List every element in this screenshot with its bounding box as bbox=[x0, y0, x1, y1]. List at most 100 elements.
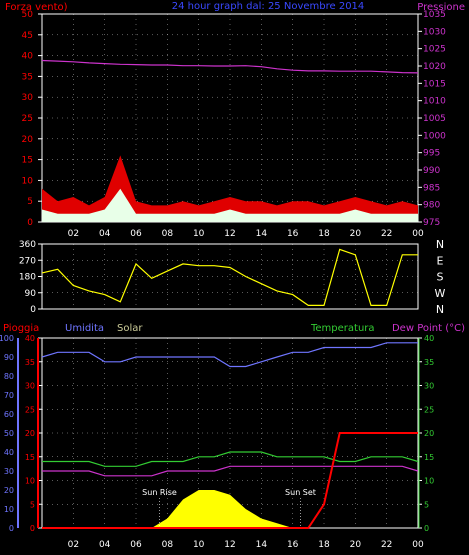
chart3-right-tick-label: 0 bbox=[424, 524, 429, 533]
chart2-compass-label: N bbox=[436, 238, 444, 251]
chart3-right-tick-label: 10 bbox=[424, 477, 434, 486]
chart3-left-tick-label: 80 bbox=[4, 372, 14, 381]
chart2-compass-label: E bbox=[437, 254, 444, 267]
chart3-x-tick-label: 20 bbox=[350, 540, 362, 550]
chart1-x-tick-label: 20 bbox=[350, 229, 362, 239]
chart3-right-tick-label: 25 bbox=[424, 405, 434, 414]
chart1-x-tick-label: 10 bbox=[193, 229, 205, 239]
chart3-x-tick-label: 06 bbox=[130, 540, 142, 550]
chart1-left-tick-label: 20 bbox=[22, 135, 34, 145]
chart2-compass-label: W bbox=[435, 287, 446, 300]
chart3-left-tick-label: 30 bbox=[4, 467, 14, 476]
chart3-marker-label: Sun Rise bbox=[142, 488, 177, 497]
chart3-x-tick-label: 22 bbox=[381, 540, 392, 550]
chart3-mid-tick-label: 30 bbox=[25, 382, 35, 391]
chart1-speed-area bbox=[42, 188, 418, 222]
chart2-left-tick-label: 180 bbox=[19, 273, 36, 283]
chart1-left-tick-label: 5 bbox=[27, 197, 33, 207]
chart1-left-tick-label: 15 bbox=[22, 156, 33, 166]
chart3-left-tick-label: 40 bbox=[4, 448, 14, 457]
chart3-x-tick-label: 00 bbox=[412, 540, 424, 550]
chart1-left-tick-label: 10 bbox=[22, 176, 34, 186]
chart3-right-tick-label: 35 bbox=[424, 358, 434, 367]
chart1-right-tick-label: 975 bbox=[423, 218, 440, 228]
chart1-right-tick-label: 1010 bbox=[423, 97, 446, 107]
chart3-x-tick-label: 02 bbox=[68, 540, 79, 550]
chart1-left-tick-label: 50 bbox=[22, 10, 34, 20]
chart3-right-tick-label: 40 bbox=[424, 334, 434, 343]
chart1-left-tick-label: 30 bbox=[22, 93, 34, 103]
chart3-marker-label: Sun Set bbox=[285, 488, 316, 497]
chart1-x-tick-label: 00 bbox=[412, 229, 424, 239]
chart3-mid-tick-label: 25 bbox=[25, 405, 35, 414]
chart3-left-tick-label: 0 bbox=[9, 524, 14, 533]
chart3-rain-line bbox=[42, 432, 418, 529]
chart2-left-tick-label: 360 bbox=[19, 240, 36, 250]
chart2-compass-label: N bbox=[436, 303, 444, 316]
chart3-x-tick-label: 04 bbox=[99, 540, 111, 550]
chart3-label-dewpoint: Dew Point (°C) bbox=[392, 323, 465, 334]
chart3-left-tick-label: 20 bbox=[4, 486, 14, 495]
chart3-x-tick-label: 12 bbox=[224, 540, 235, 550]
chart1-left-tick-label: 25 bbox=[22, 114, 33, 124]
chart3-x-tick-label: 10 bbox=[193, 540, 205, 550]
chart1-x-tick-label: 18 bbox=[318, 229, 330, 239]
chart1-bg bbox=[42, 14, 418, 222]
chart3-x-tick-label: 16 bbox=[287, 540, 299, 550]
chart1-x-tick-label: 08 bbox=[162, 229, 174, 239]
chart3-humidity-line bbox=[41, 342, 418, 368]
chart3-label-umidita: Umidita bbox=[65, 323, 104, 334]
chart1-x-tick-label: 02 bbox=[68, 229, 79, 239]
chart1-right-tick-label: 990 bbox=[423, 166, 440, 176]
chart3-mid-tick-label: 15 bbox=[25, 453, 35, 462]
chart3-left-tick-label: 70 bbox=[4, 391, 14, 400]
chart3-mid-tick-label: 40 bbox=[25, 334, 35, 343]
chart3-solar-area bbox=[42, 490, 418, 528]
chart1-x-tick-label: 22 bbox=[381, 229, 392, 239]
chart1-gust-area bbox=[42, 155, 418, 222]
chart1-x-tick-label: 04 bbox=[99, 229, 111, 239]
chart3-x-tick-label: 14 bbox=[256, 540, 268, 550]
chart1-left-tick-label: 0 bbox=[27, 218, 33, 228]
chart3-left-tick-label: 100 bbox=[0, 334, 14, 343]
chart1-right-tick-label: 1000 bbox=[423, 131, 446, 141]
chart1-right-label: Pressione bbox=[417, 2, 465, 13]
chart1-right-tick-label: 1015 bbox=[423, 79, 446, 89]
chart3-x-tick-label: 18 bbox=[318, 540, 330, 550]
chart1-right-tick-label: 1035 bbox=[423, 10, 446, 20]
chart3-right-tick-label: 20 bbox=[424, 429, 434, 438]
chart3-mid-tick-label: 35 bbox=[25, 358, 35, 367]
chart1-left-tick-label: 35 bbox=[22, 72, 33, 82]
chart3-label-pioggia: Pioggia bbox=[3, 323, 39, 334]
chart3-mid-tick-label: 5 bbox=[30, 500, 35, 509]
chart2-left-tick-label: 0 bbox=[30, 305, 36, 315]
chart3-left-tick-label: 10 bbox=[4, 505, 14, 514]
chart3-x-tick-label: 08 bbox=[162, 540, 174, 550]
chart1-right-tick-label: 1030 bbox=[423, 27, 446, 37]
chart1-left-tick-label: 40 bbox=[22, 52, 34, 62]
chart2-compass-label: S bbox=[437, 271, 444, 284]
chart3-right-tick-label: 30 bbox=[424, 382, 434, 391]
chart1-pressure-line bbox=[41, 59, 419, 74]
chart1-right-tick-label: 1020 bbox=[423, 62, 446, 72]
chart1-x-tick-label: 06 bbox=[130, 229, 142, 239]
chart1-x-tick-label: 16 bbox=[287, 229, 299, 239]
chart3-left-tick-label: 90 bbox=[4, 353, 14, 362]
chart1-title: 24 hour graph dal: 25 Novembre 2014 bbox=[172, 1, 365, 12]
chart3-temperature-line bbox=[42, 451, 419, 467]
chart1-left-label: Forza vento) bbox=[5, 2, 68, 13]
chart3-left-tick-label: 50 bbox=[4, 429, 14, 438]
chart1-right-tick-label: 995 bbox=[423, 149, 440, 159]
rain-humidity-temp-chart: 0102030405060708090100051015202530354005… bbox=[0, 334, 434, 550]
chart2-left-tick-label: 90 bbox=[25, 289, 37, 299]
chart1-x-tick-label: 14 bbox=[256, 229, 268, 239]
chart3-left-tick-label: 60 bbox=[4, 410, 14, 419]
chart3-mid-tick-label: 10 bbox=[25, 477, 35, 486]
chart3-label-solar: Solar bbox=[117, 323, 143, 334]
chart3-dewpoint-line bbox=[42, 465, 419, 477]
chart1-right-tick-label: 1025 bbox=[423, 45, 446, 55]
chart3-right-tick-label: 15 bbox=[424, 453, 434, 462]
chart3-mid-tick-label: 20 bbox=[25, 429, 35, 438]
